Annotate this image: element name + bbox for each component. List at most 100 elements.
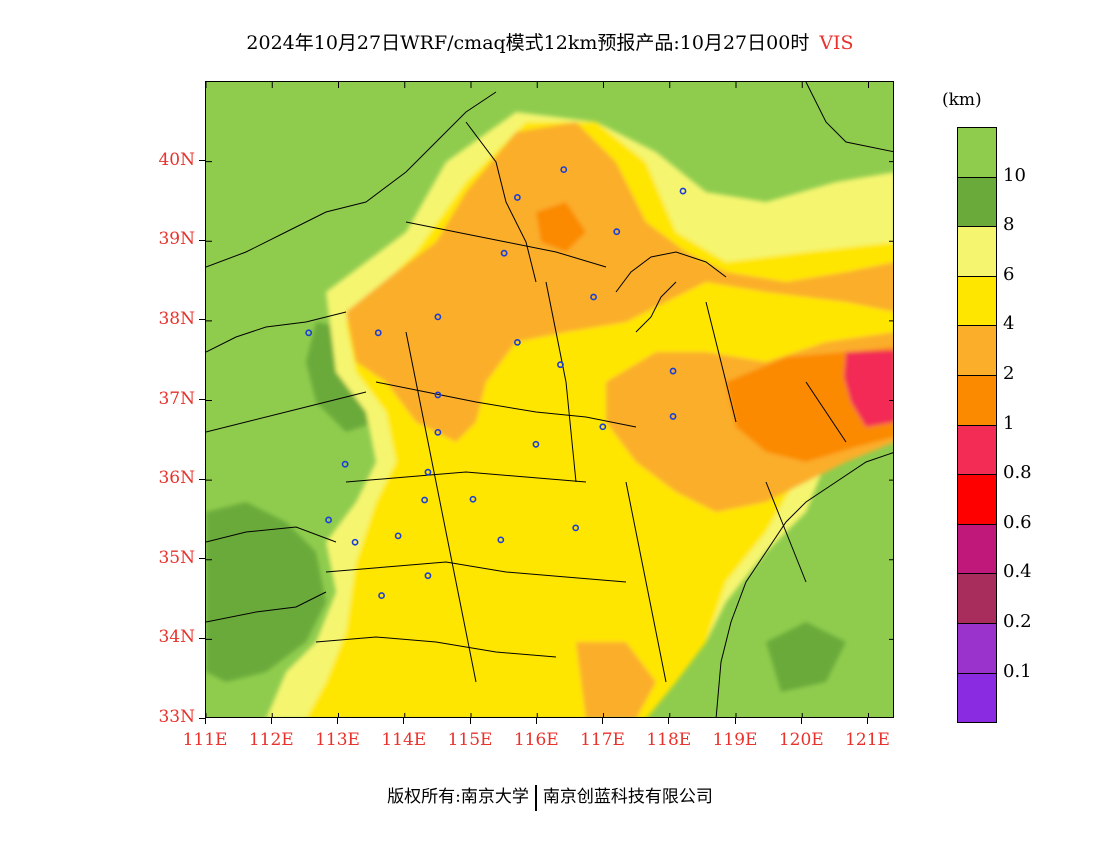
lon-tick xyxy=(403,718,405,724)
city-marker xyxy=(378,592,385,599)
city-marker xyxy=(434,391,442,399)
lon-label: 111E xyxy=(182,730,228,750)
lon-label: 119E xyxy=(712,730,758,750)
city-marker xyxy=(394,532,402,540)
city-marker xyxy=(669,413,677,420)
legend-unit: (km) xyxy=(942,90,982,110)
city-marker xyxy=(613,228,621,236)
lat-tick xyxy=(199,637,205,639)
lat-tick xyxy=(199,558,205,560)
visibility-map xyxy=(205,81,894,718)
lon-tick xyxy=(204,718,206,724)
lon-tick xyxy=(734,718,736,724)
city-marker xyxy=(341,460,349,468)
lon-label: 115E xyxy=(447,730,493,750)
city-marker xyxy=(424,572,432,580)
city-marker xyxy=(532,440,540,448)
lon-label: 117E xyxy=(580,730,625,750)
lon-tick xyxy=(535,718,537,724)
lon-tick xyxy=(602,718,603,724)
footer-copyright: 版权所有:南京大学 南京创蓝科技有限公司 xyxy=(0,782,1100,811)
lat-label: 33N xyxy=(158,707,195,727)
city-marker xyxy=(572,524,580,532)
lat-label: 37N xyxy=(158,388,195,409)
city-marker xyxy=(500,249,508,257)
city-marker xyxy=(513,338,521,346)
legend-swatch-vis-gt-10 xyxy=(957,127,997,178)
lon-label: 118E xyxy=(646,730,692,750)
city-marker xyxy=(599,423,607,431)
city-marker xyxy=(325,516,332,524)
city-marker xyxy=(434,313,442,321)
lat-label: 35N xyxy=(158,547,195,568)
map-title: 2024年10月27日WRF/cmaq模式12km预报产品:10月27日00时 V… xyxy=(0,28,1100,55)
city-marker xyxy=(421,496,429,504)
lat-label: 36N xyxy=(158,468,195,489)
legend-swatch-vis-0.4-0.6 xyxy=(957,523,997,575)
city-marker xyxy=(469,495,477,503)
city-marker xyxy=(669,367,677,375)
city-marker xyxy=(560,166,568,173)
coastline-and-borders xyxy=(206,82,893,717)
lon-label: 112E xyxy=(248,730,294,750)
legend-label: 6 xyxy=(1003,263,1015,285)
legend-label: 1 xyxy=(1003,412,1015,434)
footer-left: 版权所有:南京大学 xyxy=(387,787,529,807)
city-marker xyxy=(590,293,597,301)
legend-label: 0.8 xyxy=(1003,462,1032,484)
city-marker xyxy=(424,468,432,476)
lon-tick xyxy=(668,718,670,724)
legend-label: 0.1 xyxy=(1003,660,1032,682)
city-markers xyxy=(305,166,687,599)
legend-label: 2 xyxy=(1003,363,1015,384)
lat-tick xyxy=(199,319,205,321)
lon-label: 120E xyxy=(778,730,824,750)
legend-swatch-vis-0.8-1 xyxy=(957,424,997,476)
legend-swatch-vis-0.2-0.4 xyxy=(957,573,997,624)
city-marker xyxy=(434,428,442,436)
legend-label: 0.4 xyxy=(1003,561,1032,583)
lon-label: 113E xyxy=(315,730,360,750)
legend-swatch-vis-0.6-0.8 xyxy=(957,474,997,525)
graticule xyxy=(206,82,893,717)
lon-label: 114E xyxy=(381,730,427,750)
lat-tick xyxy=(199,239,205,241)
city-marker xyxy=(374,329,382,337)
lon-tick xyxy=(867,718,868,724)
city-marker xyxy=(351,538,359,546)
lon-label: 116E xyxy=(513,730,559,750)
legend-swatch-vis-0.1-0.2 xyxy=(957,623,997,674)
legend-label: 8 xyxy=(1003,214,1015,236)
footer-separator xyxy=(534,784,537,811)
lon-tick xyxy=(270,718,272,724)
lon-tick xyxy=(800,718,802,724)
lat-tick xyxy=(199,717,205,719)
legend-swatch-vis-2-4 xyxy=(957,325,997,376)
legend-swatch-vis-4-6 xyxy=(957,275,997,327)
lat-tick xyxy=(199,478,205,480)
legend-swatch-vis-1-2 xyxy=(957,375,997,426)
legend-label: 0.2 xyxy=(1003,611,1032,632)
city-marker xyxy=(679,187,687,195)
lat-label: 34N xyxy=(158,627,195,648)
lon-tick xyxy=(469,718,471,724)
lat-label: 40N xyxy=(158,149,195,170)
legend-swatch-vis-6-8 xyxy=(957,226,997,277)
city-marker xyxy=(497,536,505,544)
lon-tick xyxy=(337,718,338,724)
lat-label: 38N xyxy=(158,308,195,329)
lat-label: 39N xyxy=(158,229,195,250)
footer-right: 南京创蓝科技有限公司 xyxy=(542,787,713,807)
legend-swatch-vis-lt-0.1 xyxy=(957,672,997,724)
legend-label: 0.6 xyxy=(1003,511,1032,533)
lat-tick xyxy=(199,160,205,162)
legend-swatch-vis-8-10 xyxy=(957,176,997,228)
visibility-field xyxy=(206,82,893,717)
lon-label: 121E xyxy=(845,730,890,750)
legend-label: 4 xyxy=(1003,313,1015,335)
lat-tick xyxy=(199,399,205,400)
city-marker xyxy=(513,194,521,201)
legend-label: 10 xyxy=(1003,164,1026,186)
title-variable: VIS xyxy=(819,32,854,54)
city-marker xyxy=(557,361,564,369)
